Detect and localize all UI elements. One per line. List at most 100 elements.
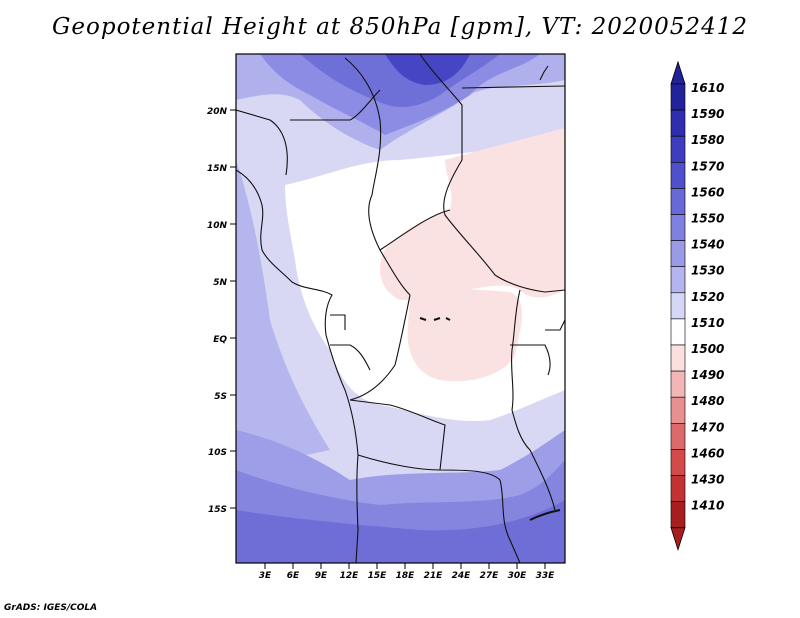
colorbar-swatch: [670, 135, 686, 163]
grads-credit: GrADS: IGES/COLA: [4, 603, 98, 613]
lon-tick: 3E: [259, 563, 272, 581]
svg-text:15N: 15N: [207, 164, 228, 174]
colorbar-label: 1570: [691, 159, 724, 173]
svg-text:3E: 3E: [259, 571, 272, 581]
height-field: [236, 54, 565, 563]
lat-tick: EQ: [213, 335, 236, 345]
colorbar-label: 1500: [691, 342, 724, 356]
border-c: [236, 109, 288, 176]
border-b: [290, 89, 381, 121]
colorbar-swatch: [670, 501, 686, 529]
coastline: [236, 169, 359, 563]
border-f: [379, 209, 451, 251]
north-east-1500: [380, 128, 565, 300]
svg-text:5S: 5S: [214, 392, 227, 402]
lon-tick: 33E: [536, 563, 556, 581]
border-g: [349, 294, 411, 401]
colorbar-swatch: [670, 292, 686, 320]
colorbar-label: 1530: [691, 264, 724, 278]
svg-text:12E: 12E: [340, 571, 360, 581]
south-band-1560: [236, 500, 565, 563]
lake-south: [529, 509, 561, 521]
svg-text:24E: 24E: [452, 571, 472, 581]
colorbar-label: 1550: [691, 212, 724, 226]
svg-text:33E: 33E: [536, 571, 556, 581]
map-frame: [235, 53, 566, 564]
lon-tick: 12E: [340, 563, 360, 581]
svg-text:15E: 15E: [368, 571, 388, 581]
colorbar-label: 1460: [691, 446, 724, 460]
lat-tick: 20N: [207, 107, 236, 117]
colorbar-label: 1520: [691, 290, 724, 304]
border-a: [344, 57, 411, 296]
colorbar-label: 1540: [691, 238, 724, 252]
colorbar-label: 1470: [691, 420, 724, 434]
lon-tick: 30E: [508, 563, 528, 581]
west-band-1540: [236, 160, 330, 470]
lon-tick: 18E: [396, 563, 416, 581]
colorbar-label: 1510: [691, 316, 724, 330]
colorbar-bottom-arrow: [670, 527, 686, 552]
lon-tick: 24E: [452, 563, 472, 581]
svg-text:10S: 10S: [208, 448, 227, 458]
colorbar-swatch: [670, 188, 686, 215]
border-e: [461, 85, 565, 89]
svg-text:15S: 15S: [208, 505, 227, 515]
lat-tick: 10N: [207, 221, 236, 231]
colorbar-label: 1410: [691, 499, 724, 513]
lat-tick: 5N: [213, 278, 236, 288]
colorbar-label: 1610: [691, 81, 724, 95]
lon-tick: 6E: [287, 563, 300, 581]
border-j: [330, 314, 371, 371]
lat-tick: 15S: [208, 505, 236, 515]
colorbar-swatch: [670, 240, 686, 268]
svg-text:21E: 21E: [424, 571, 444, 581]
lat-tick: 5S: [214, 392, 236, 402]
north-core-1580: [385, 54, 470, 85]
colorbar-swatch: [670, 449, 686, 476]
lon-axis: 3E 6E 9E 12E 15E 18E 21E 24E 27E 30E 33E: [259, 563, 555, 581]
colorbar-swatch: [670, 422, 686, 450]
colorbar-swatch: [670, 266, 686, 294]
lon-tick: 15E: [368, 563, 388, 581]
colorbar-label: 1580: [691, 133, 724, 147]
central-1500: [407, 288, 522, 382]
colorbar-swatch: [670, 370, 686, 398]
colorbar-label: 1430: [691, 473, 724, 487]
colorbar-swatch: [670, 214, 686, 241]
coast-ne: [539, 65, 549, 81]
svg-text:9E: 9E: [315, 571, 328, 581]
svg-text:20N: 20N: [207, 107, 228, 117]
colorbar-label: 1590: [691, 107, 724, 121]
colorbar-label: 1560: [691, 185, 724, 199]
colorbar-label: 1490: [691, 368, 724, 382]
border-k: [510, 289, 556, 511]
colorbar-swatch: [670, 83, 686, 111]
colorbar-swatch: [670, 162, 686, 189]
colorbar-label: 1480: [691, 394, 724, 408]
lon-tick: 27E: [480, 563, 500, 581]
svg-text:27E: 27E: [480, 571, 500, 581]
svg-text:18E: 18E: [396, 571, 416, 581]
svg-text:30E: 30E: [508, 571, 528, 581]
chart-title: Geopotential Height at 850hPa [gpm], VT:…: [52, 14, 748, 40]
svg-text:5N: 5N: [213, 278, 227, 288]
lat-tick: 10S: [208, 448, 236, 458]
border-l: [510, 319, 565, 376]
lon-tick: 9E: [315, 563, 328, 581]
svg-text:EQ: EQ: [213, 335, 227, 345]
border-m: [419, 317, 451, 321]
border-d: [419, 54, 565, 293]
colorbar-swatch: [670, 318, 686, 346]
colorbar: 1610 1590 1580 1570 1560 1550 1540 1530 1520 1510…: [670, 60, 724, 552]
colorbar-swatch: [670, 344, 686, 372]
svg-text:10N: 10N: [207, 221, 228, 231]
lat-axis: 20N 15N 10N 5N EQ 5S 10S 15S: [207, 107, 236, 515]
colorbar-swatch: [670, 396, 686, 424]
svg-text:6E: 6E: [287, 571, 300, 581]
border-i: [357, 454, 441, 471]
colorbar-swatch: [670, 109, 686, 137]
border-h: [349, 399, 521, 563]
lon-tick: 21E: [424, 563, 444, 581]
